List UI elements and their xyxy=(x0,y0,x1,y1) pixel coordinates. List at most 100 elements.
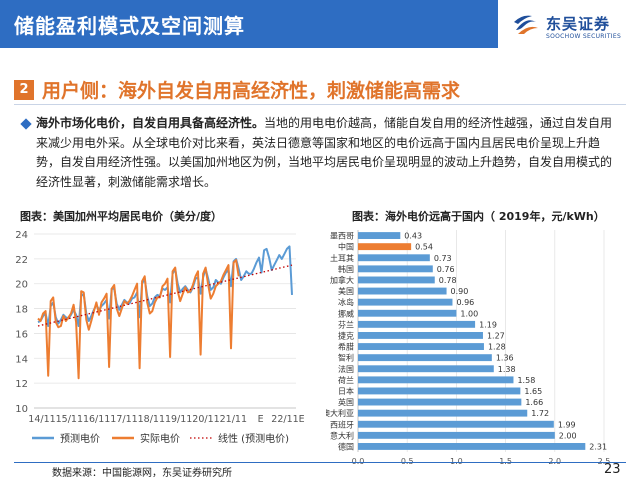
value-label: 1.28 xyxy=(488,343,506,352)
value-label: 0.76 xyxy=(437,265,455,274)
line-chart: 10 12 14 16 18 20 22 24 14/11 15/11 16/11 17/11 18/1… xyxy=(15,230,304,445)
value-label: 1.19 xyxy=(479,320,497,329)
y-tick-label: 22 xyxy=(15,255,28,266)
legend-label: 预测电价 xyxy=(60,432,100,445)
x-tick-label: 1.5 xyxy=(499,457,512,466)
bar xyxy=(358,265,433,273)
bar xyxy=(358,443,586,450)
x-tick-label: 15/11 xyxy=(56,414,83,425)
x-tick-label: 16/11 xyxy=(83,414,110,425)
x-tick-label: 18/11 xyxy=(138,414,165,425)
y-tick-label: 24 xyxy=(15,230,28,241)
line-chart-title: 图表：美国加州平均居民电价（美分/度） xyxy=(20,210,223,223)
category-label: 冰岛 xyxy=(338,297,354,307)
x-tick-label: 17/11 xyxy=(110,414,137,425)
bar-chart-title: 图表：海外电价远高于国内（ 2019年，元/kWh） xyxy=(352,210,605,223)
legend-label: 线性 (预测电价) xyxy=(218,432,289,445)
category-label: 加拿大 xyxy=(330,275,354,285)
bar xyxy=(358,309,457,317)
y-tick-label: 16 xyxy=(15,329,28,340)
bar xyxy=(358,232,401,239)
x-tick-label: 14/11 xyxy=(28,414,55,425)
bar xyxy=(358,398,522,406)
bar xyxy=(358,298,453,306)
y-tick-label: 14 xyxy=(15,354,28,365)
value-label: 1.58 xyxy=(517,376,535,385)
bar xyxy=(358,287,447,295)
x-tick-label: 20/11 xyxy=(192,414,219,425)
value-label: 1.27 xyxy=(487,331,505,340)
bar-chart: 0.0 0.5 1.0 1.5 2.0 2.5 墨西哥 0.43 中国 0.54 土耳其 0.73 韩国… xyxy=(326,230,611,466)
category-label: 日本 xyxy=(338,386,354,396)
x-tick-label: 21/11 xyxy=(220,414,247,425)
logo-name-en: SOOCHOW SECURITIES xyxy=(546,33,622,40)
category-label: 韩国 xyxy=(338,264,354,274)
category-label: 意大利 xyxy=(330,430,354,440)
category-label: 澳大利亚 xyxy=(326,408,354,418)
category-label: 中国 xyxy=(338,242,354,252)
diamond-bullet-icon xyxy=(20,118,32,130)
x-tick-label: 1.0 xyxy=(450,457,463,466)
x-tick-label: 0.5 xyxy=(401,457,414,466)
value-label: 0.96 xyxy=(456,298,474,307)
page-title: 储能盈利模式及空间测算 xyxy=(14,14,245,38)
value-label: 1.66 xyxy=(525,398,543,407)
x-tick-label: 0.0 xyxy=(352,457,365,466)
logo-name-cn: 东吴证券 xyxy=(546,15,611,33)
bar xyxy=(358,376,514,384)
y-tick-label: 20 xyxy=(15,280,28,291)
category-label: 希腊 xyxy=(338,342,354,352)
x-tick-label: 2.0 xyxy=(548,457,561,466)
body-paragraph: 海外市场化电价，自发自用具备高经济性。当地的用电电价越高，储能自发自用的经济性越… xyxy=(36,114,616,192)
x-tick-label: 22/11E xyxy=(271,414,304,425)
value-label: 0.73 xyxy=(434,254,452,263)
bar xyxy=(358,276,435,284)
bar xyxy=(358,343,484,350)
series-line-actual xyxy=(37,259,240,380)
y-tick-label: 10 xyxy=(15,404,28,415)
value-label: 0.90 xyxy=(451,287,469,296)
value-label: 1.38 xyxy=(498,365,516,374)
category-label: 智利 xyxy=(338,353,354,363)
bar xyxy=(358,320,476,328)
bar xyxy=(358,354,492,362)
value-label: 2.00 xyxy=(559,431,577,440)
bar xyxy=(358,420,554,428)
category-label: 美国 xyxy=(338,286,354,296)
category-label: 荷兰 xyxy=(338,375,354,385)
y-tick-label: 12 xyxy=(15,379,28,390)
category-label: 土耳其 xyxy=(330,253,354,263)
value-label: 0.78 xyxy=(439,276,457,285)
value-label: 1.99 xyxy=(558,420,576,429)
bar xyxy=(358,243,412,251)
section-number-badge: 2 xyxy=(14,80,34,100)
x-tick-label: E xyxy=(258,414,264,425)
logo-mark-icon xyxy=(512,12,540,40)
body-text: 当地的用电电价越高，储能自发自用的经济性越强，通过自发自用来减少用电外采。从全球… xyxy=(36,116,613,189)
value-label: 1.00 xyxy=(460,309,478,318)
category-label: 英国 xyxy=(338,397,354,407)
category-label: 芬兰 xyxy=(338,319,354,329)
value-label: 1.72 xyxy=(531,409,549,418)
bar xyxy=(358,332,483,339)
body-lead: 海外市场化电价，自发自用具备高经济性。 xyxy=(36,116,265,130)
section-divider xyxy=(14,104,626,105)
footer-divider xyxy=(14,462,626,463)
bar xyxy=(358,254,430,262)
x-tick-label: 2.5 xyxy=(598,457,611,466)
bar xyxy=(358,409,528,417)
value-label: 1.65 xyxy=(524,387,542,396)
page-number: 23 xyxy=(604,462,621,477)
bar xyxy=(358,431,555,439)
value-label: 0.43 xyxy=(404,232,422,241)
x-tick-label: 19/11 xyxy=(165,414,192,425)
category-label: 德国 xyxy=(338,441,354,451)
category-label: 挪威 xyxy=(338,308,354,318)
y-tick-label: 18 xyxy=(15,305,28,316)
series-line-forecast xyxy=(37,245,293,327)
category-label: 捷克 xyxy=(338,330,354,340)
section-title: 用户侧：海外自发自用高经济性，刺激储能高需求 xyxy=(42,80,461,102)
value-label: 0.54 xyxy=(415,243,433,252)
value-label: 2.31 xyxy=(589,442,607,451)
legend-label: 实际电价 xyxy=(140,432,180,445)
